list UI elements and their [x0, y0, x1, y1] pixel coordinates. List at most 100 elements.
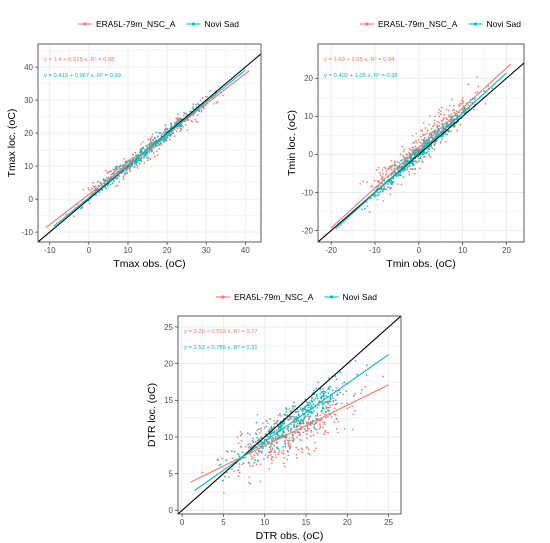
data-point-novi	[321, 390, 324, 393]
data-point-era	[461, 100, 464, 102]
data-point-era	[169, 138, 171, 141]
data-point-era	[90, 189, 92, 192]
data-point-era	[440, 106, 443, 109]
data-point-era	[306, 427, 309, 430]
data-point-era	[225, 471, 228, 474]
data-point-novi	[166, 128, 169, 131]
data-point-novi	[313, 410, 315, 412]
data-point-novi	[275, 446, 278, 449]
data-point-era	[360, 392, 362, 395]
data-point-era	[335, 428, 338, 430]
data-point-era	[170, 123, 173, 126]
data-point-novi	[330, 397, 332, 400]
data-point-novi	[336, 393, 339, 396]
data-point-novi	[334, 403, 337, 406]
data-point-era	[177, 113, 179, 116]
data-point-novi	[297, 413, 300, 416]
data-point-novi	[324, 400, 327, 403]
data-point-era	[293, 437, 295, 440]
data-point-novi	[279, 425, 282, 427]
data-point-era	[194, 118, 197, 121]
data-point-novi	[316, 407, 319, 409]
panel-border	[37, 43, 262, 243]
data-point-era	[176, 127, 179, 130]
data-point-era	[294, 421, 297, 424]
data-point-novi	[141, 148, 143, 151]
data-point-era	[375, 169, 378, 171]
data-point-novi	[316, 412, 319, 415]
data-point-era	[459, 123, 462, 126]
data-point-era	[303, 428, 306, 431]
data-point-era	[385, 169, 388, 172]
data-point-novi	[122, 177, 125, 180]
data-point-era	[105, 169, 107, 172]
data-point-novi	[315, 393, 318, 396]
data-point-era	[156, 154, 159, 156]
data-point-novi	[170, 122, 172, 125]
data-point-era	[175, 117, 177, 120]
data-point-era	[106, 171, 109, 174]
data-point-era	[112, 168, 114, 171]
data-point-era	[417, 139, 420, 141]
data-point-era	[440, 110, 442, 113]
data-point-novi	[431, 137, 433, 139]
data-point-era	[271, 449, 273, 451]
data-point-era	[330, 416, 333, 418]
data-point-novi	[370, 197, 372, 200]
data-point-era	[438, 125, 441, 127]
data-point-novi	[116, 178, 118, 180]
data-point-novi	[257, 439, 259, 442]
data-point-novi	[133, 161, 136, 164]
data-point-era	[391, 168, 393, 171]
data-point-novi	[155, 131, 158, 134]
data-point-novi	[313, 399, 315, 401]
data-point-era	[288, 437, 291, 440]
data-point-novi	[417, 155, 420, 158]
data-point-novi	[412, 149, 415, 152]
data-point-era	[105, 176, 108, 179]
data-point-novi	[273, 451, 276, 453]
data-point-era	[460, 103, 462, 105]
data-point-novi	[146, 156, 148, 159]
data-point-era	[439, 142, 442, 144]
data-point-era	[306, 437, 308, 440]
identity-line	[38, 53, 261, 242]
data-point-era	[147, 138, 150, 141]
data-point-novi	[391, 183, 393, 186]
y-tick-label: 40	[24, 63, 33, 72]
data-point-era	[389, 164, 392, 167]
data-point-novi	[155, 139, 158, 141]
data-point-novi	[430, 145, 433, 148]
data-point-era	[413, 172, 416, 175]
data-point-era	[283, 457, 286, 459]
data-point-novi	[376, 194, 379, 197]
data-point-novi	[433, 130, 436, 133]
data-point-era	[335, 418, 338, 421]
data-point-novi	[413, 153, 416, 156]
x-tick-label: 15	[302, 518, 311, 527]
data-point-era	[252, 437, 255, 440]
data-point-era	[149, 137, 152, 140]
data-point-era	[362, 180, 364, 183]
data-point-novi	[399, 171, 402, 174]
data-point-novi	[310, 396, 313, 399]
x-tick-label: 0	[180, 518, 185, 527]
data-point-era	[299, 408, 302, 411]
data-point-era	[114, 185, 117, 188]
data-point-era	[115, 169, 118, 171]
panel-border	[177, 315, 402, 515]
data-point-novi	[134, 154, 137, 157]
data-point-era	[453, 109, 456, 111]
data-point-era	[383, 185, 386, 188]
data-point-era	[95, 185, 97, 188]
data-point-era	[267, 454, 270, 457]
data-point-novi	[166, 134, 169, 137]
data-point-era	[290, 417, 293, 420]
data-point-novi	[436, 132, 439, 134]
data-point-novi	[126, 168, 129, 171]
data-point-era	[248, 481, 250, 484]
data-point-novi	[328, 401, 331, 403]
data-point-era	[274, 453, 277, 456]
data-point-novi	[365, 364, 368, 367]
data-point-era	[321, 412, 324, 414]
